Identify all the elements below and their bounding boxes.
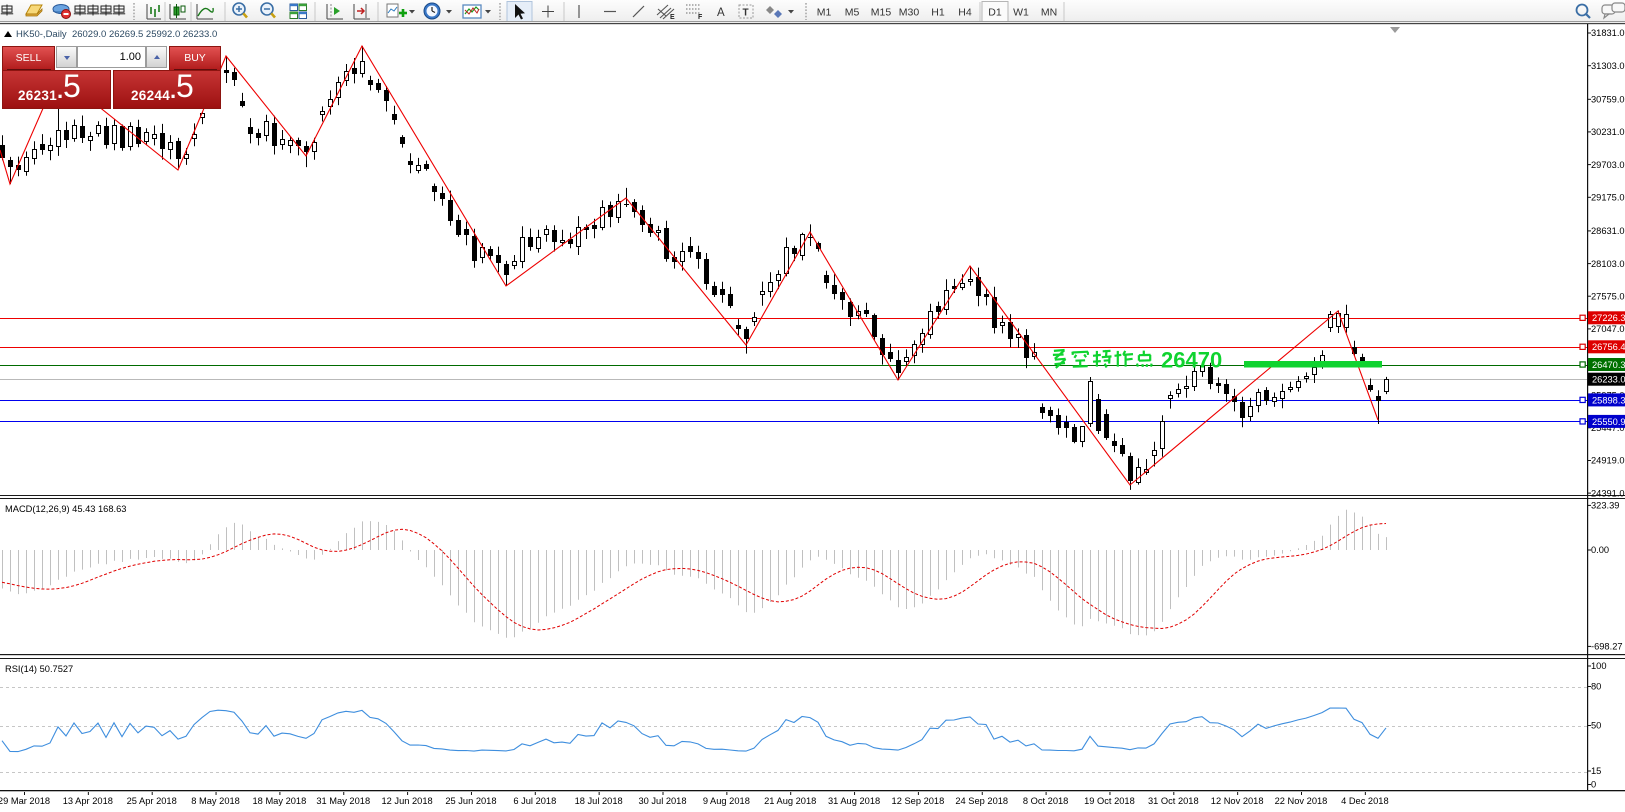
svg-text:30231.0: 30231.0 xyxy=(1591,127,1625,137)
svg-text:MN: MN xyxy=(1041,7,1057,19)
svg-text:E: E xyxy=(670,14,675,21)
svg-text:25 Jun 2018: 25 Jun 2018 xyxy=(445,796,496,806)
svg-text:13 Apr 2018: 13 Apr 2018 xyxy=(63,796,113,806)
svg-text:24919.0: 24919.0 xyxy=(1591,456,1625,466)
svg-text:8 Oct 2018: 8 Oct 2018 xyxy=(1023,796,1068,806)
svg-text:27575.0: 27575.0 xyxy=(1591,291,1625,301)
svg-text:M5: M5 xyxy=(845,7,860,19)
svg-text:323.39: 323.39 xyxy=(1591,501,1619,511)
svg-text:22 Nov 2018: 22 Nov 2018 xyxy=(1275,796,1328,806)
svg-text:24391.0: 24391.0 xyxy=(1591,488,1625,498)
svg-text:80: 80 xyxy=(1591,682,1601,692)
svg-text:6 Jul 2018: 6 Jul 2018 xyxy=(513,796,556,806)
svg-text:31303.0: 31303.0 xyxy=(1591,61,1625,71)
svg-text:19 Oct 2018: 19 Oct 2018 xyxy=(1084,796,1135,806)
svg-text:26756.4: 26756.4 xyxy=(1592,342,1625,352)
svg-text:H1: H1 xyxy=(931,7,945,19)
svg-text:31831.0: 31831.0 xyxy=(1591,28,1625,38)
svg-text:100: 100 xyxy=(1591,661,1607,671)
svg-text:D1: D1 xyxy=(988,7,1002,19)
svg-text:26470.3: 26470.3 xyxy=(1592,360,1625,370)
svg-text:29175.0: 29175.0 xyxy=(1591,193,1625,203)
svg-text:25447.0: 25447.0 xyxy=(1591,423,1625,433)
svg-text:0: 0 xyxy=(1591,780,1596,790)
svg-text:RSI(14) 50.7527: RSI(14) 50.7527 xyxy=(5,664,73,674)
svg-text:18 Jul 2018: 18 Jul 2018 xyxy=(575,796,623,806)
svg-text:12 Sep 2018: 12 Sep 2018 xyxy=(892,796,945,806)
svg-text:27047.0: 27047.0 xyxy=(1591,324,1625,334)
svg-text:50: 50 xyxy=(1591,721,1601,731)
svg-text:-698.27: -698.27 xyxy=(1591,642,1623,652)
svg-text:21 Aug 2018: 21 Aug 2018 xyxy=(764,796,816,806)
svg-text:31 Oct 2018: 31 Oct 2018 xyxy=(1148,796,1199,806)
svg-text:12 Nov 2018: 12 Nov 2018 xyxy=(1211,796,1264,806)
svg-text:29 Mar 2018: 29 Mar 2018 xyxy=(0,796,50,806)
svg-text:F: F xyxy=(698,14,703,21)
svg-text:15: 15 xyxy=(1591,766,1601,776)
svg-text:T: T xyxy=(743,8,749,19)
svg-text:H4: H4 xyxy=(958,7,972,19)
svg-text:26233.0: 26233.0 xyxy=(1592,375,1625,385)
svg-text:0.00: 0.00 xyxy=(1591,545,1609,555)
svg-text:28631.0: 28631.0 xyxy=(1591,226,1625,236)
svg-text:MACD(12,26,9) 45.43 168.63: MACD(12,26,9) 45.43 168.63 xyxy=(5,504,126,514)
svg-text:31 May 2018: 31 May 2018 xyxy=(316,796,370,806)
svg-text:25550.9: 25550.9 xyxy=(1592,417,1625,427)
svg-text:30759.0: 30759.0 xyxy=(1591,95,1625,105)
svg-text:M15: M15 xyxy=(871,7,892,19)
svg-text:24 Sep 2018: 24 Sep 2018 xyxy=(955,796,1008,806)
svg-text:M30: M30 xyxy=(899,7,920,19)
svg-text:8 May 2018: 8 May 2018 xyxy=(191,796,240,806)
svg-text:27226.3: 27226.3 xyxy=(1592,313,1625,323)
svg-text:26470: 26470 xyxy=(1161,348,1222,373)
svg-text:29703.0: 29703.0 xyxy=(1591,160,1625,170)
svg-text:25 Apr 2018: 25 Apr 2018 xyxy=(127,796,177,806)
svg-text:30 Jul 2018: 30 Jul 2018 xyxy=(638,796,686,806)
svg-text:18 May 2018: 18 May 2018 xyxy=(253,796,307,806)
svg-text:28103.0: 28103.0 xyxy=(1591,259,1625,269)
svg-text:12 Jun 2018: 12 Jun 2018 xyxy=(382,796,433,806)
svg-text:25898.3: 25898.3 xyxy=(1592,395,1625,405)
svg-text:M1: M1 xyxy=(817,7,832,19)
svg-text:W1: W1 xyxy=(1013,7,1029,19)
svg-text:A: A xyxy=(717,7,725,19)
svg-text:31 Aug 2018: 31 Aug 2018 xyxy=(828,796,880,806)
svg-text:9 Aug 2018: 9 Aug 2018 xyxy=(703,796,750,806)
svg-text:4 Dec 2018: 4 Dec 2018 xyxy=(1341,796,1389,806)
